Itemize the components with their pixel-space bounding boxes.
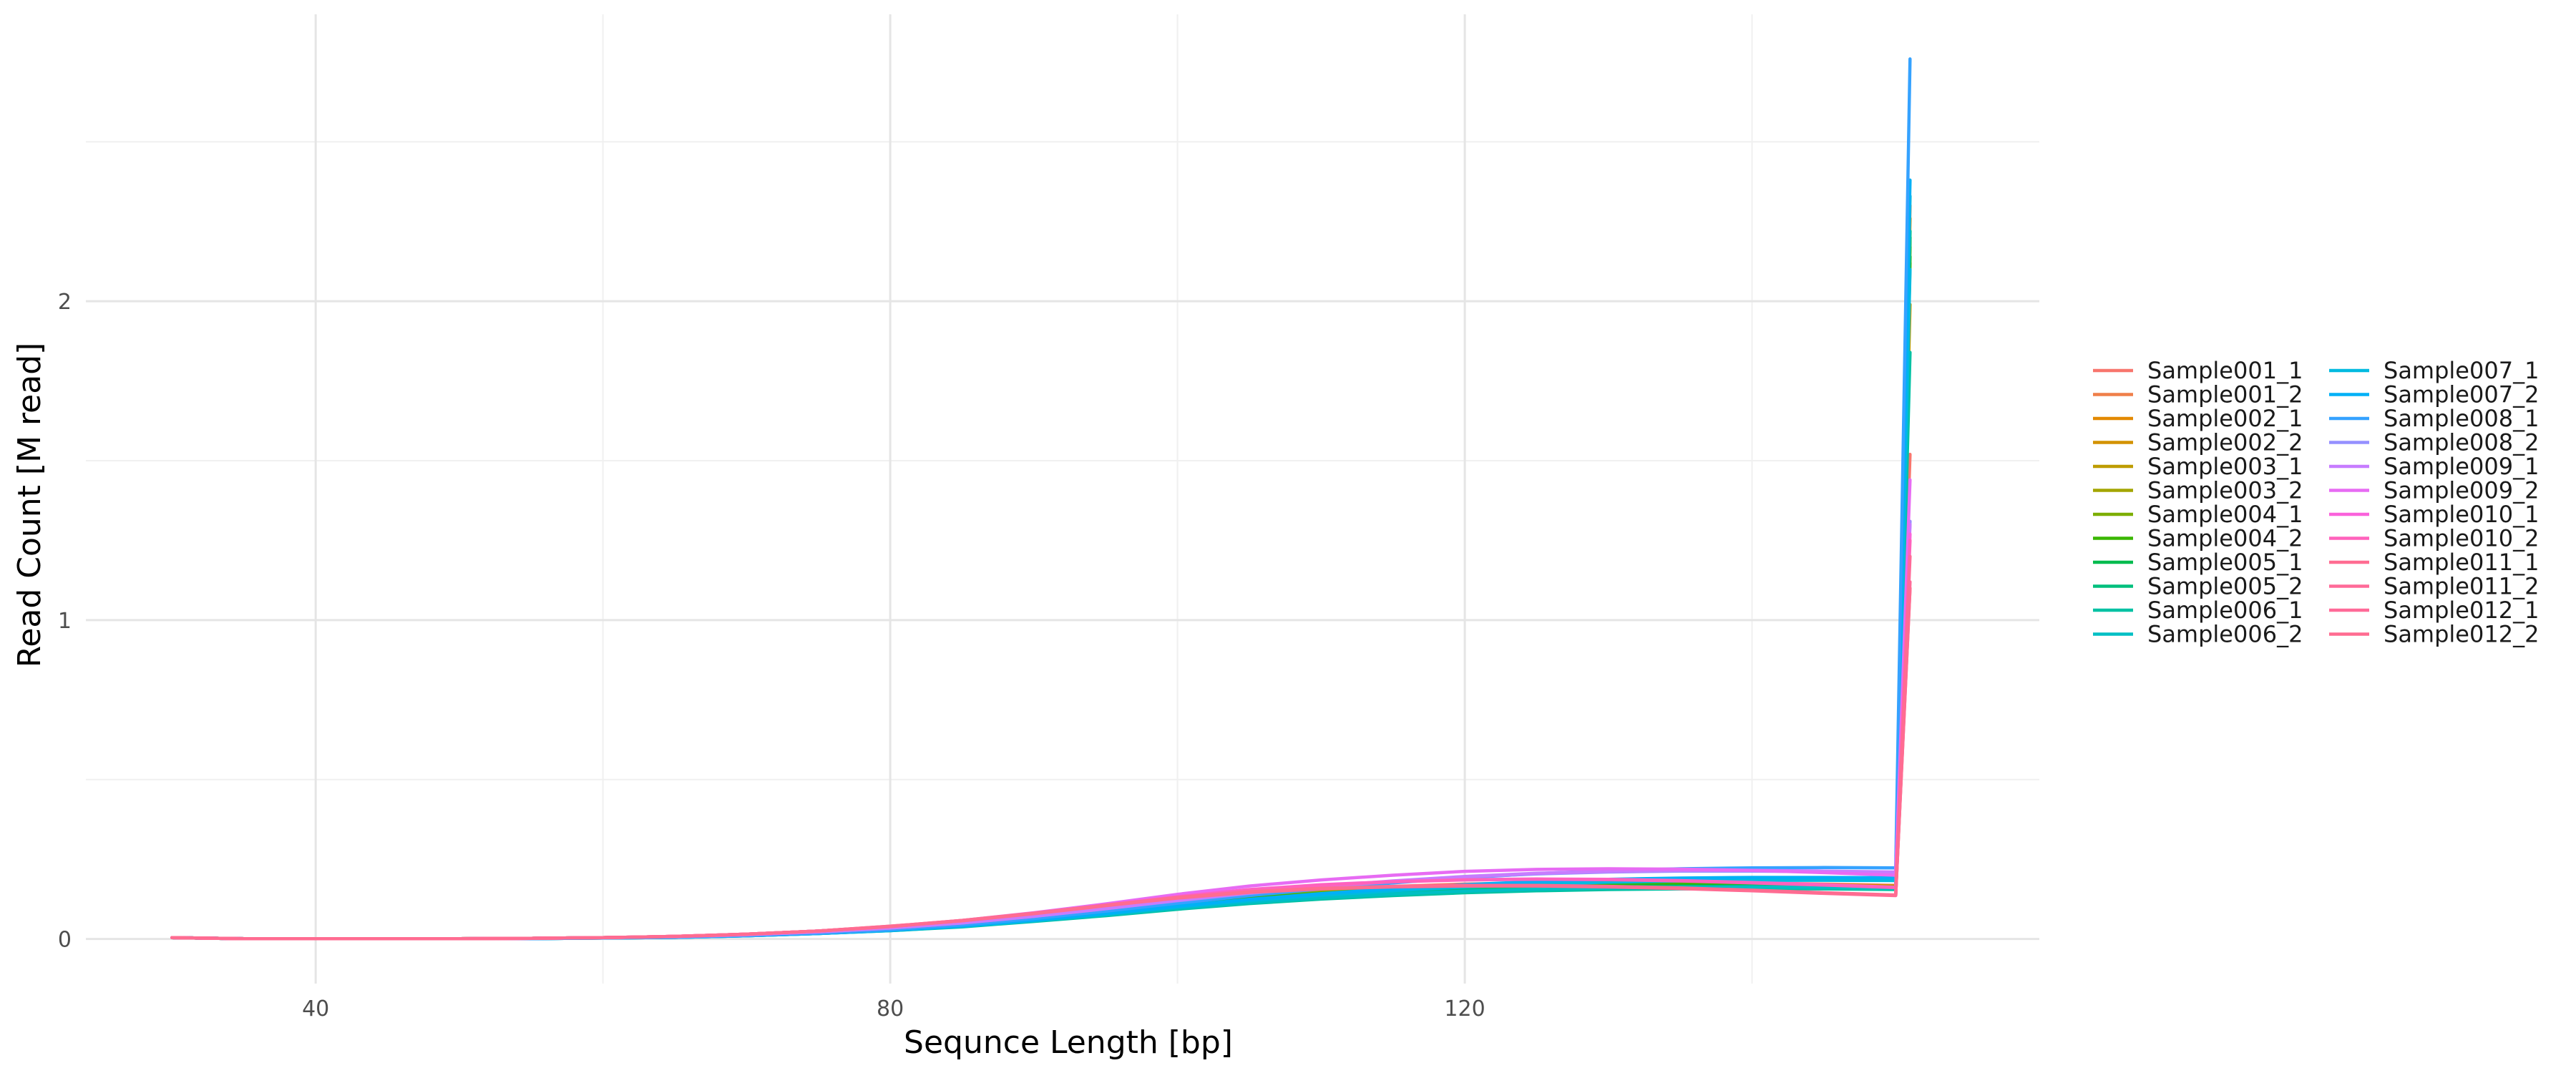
y-axis-tick-labels: 0 1 2: [58, 290, 72, 952]
legend-item: Sample011_2: [2329, 573, 2539, 600]
legend-item: Sample002_1: [2093, 405, 2303, 432]
y-axis-title: Read Count [M read]: [11, 343, 48, 668]
legend-label: Sample003_2: [2147, 477, 2303, 504]
legend-item: Sample006_1: [2093, 597, 2303, 624]
legend-item: Sample002_2: [2093, 429, 2303, 456]
x-tick-label: 120: [1444, 996, 1485, 1021]
legend-item: Sample011_1: [2329, 549, 2539, 576]
legend-label: Sample008_2: [2384, 429, 2539, 456]
legend-item: Sample001_1: [2093, 357, 2303, 384]
legend-item: Sample007_1: [2329, 357, 2539, 384]
legend-label: Sample010_2: [2384, 525, 2539, 552]
legend-label: Sample001_1: [2147, 357, 2303, 384]
legend-label: Sample011_1: [2384, 549, 2539, 576]
legend-item: Sample007_2: [2329, 381, 2539, 408]
legend-label: Sample010_1: [2384, 501, 2539, 528]
legend-label: Sample007_2: [2384, 381, 2539, 408]
legend-label: Sample005_1: [2147, 549, 2303, 576]
legend-label: Sample009_1: [2384, 453, 2539, 480]
legend-item: Sample012_1: [2329, 597, 2539, 624]
legend-item: Sample012_2: [2329, 621, 2539, 648]
legend-label: Sample003_1: [2147, 453, 2303, 480]
legend-label: Sample006_2: [2147, 621, 2303, 648]
legend-item: Sample010_2: [2329, 525, 2539, 552]
legend-label: Sample004_1: [2147, 501, 2303, 528]
legend-label: Sample002_1: [2147, 405, 2303, 432]
legend-label: Sample004_2: [2147, 525, 2303, 552]
legend-label: Sample009_2: [2384, 477, 2539, 504]
series-line-sample012-2: [170, 587, 1912, 941]
legend: Sample001_1Sample001_2Sample002_1Sample0…: [2093, 357, 2539, 648]
legend-item: Sample009_2: [2329, 477, 2539, 504]
x-tick-label: 40: [302, 996, 329, 1021]
legend-label: Sample002_2: [2147, 429, 2303, 456]
legend-item: Sample003_1: [2093, 453, 2303, 480]
series-lines: [170, 57, 1912, 941]
major-gridlines: [86, 14, 2039, 984]
legend-label: Sample012_2: [2384, 621, 2539, 648]
y-tick-label: 1: [58, 609, 72, 634]
legend-label: Sample005_2: [2147, 573, 2303, 600]
legend-label: Sample011_2: [2384, 573, 2539, 600]
legend-label: Sample012_1: [2384, 597, 2539, 624]
legend-label: Sample001_2: [2147, 381, 2303, 408]
legend-item: Sample005_1: [2093, 549, 2303, 576]
x-tick-label: 80: [877, 996, 904, 1021]
x-axis-title: Sequnce Length [bp]: [904, 1024, 1233, 1061]
legend-item: Sample004_1: [2093, 501, 2303, 528]
legend-item: Sample008_1: [2329, 405, 2539, 432]
legend-item: Sample003_2: [2093, 477, 2303, 504]
legend-label: Sample008_1: [2384, 405, 2539, 432]
minor-gridlines: [86, 14, 2039, 984]
x-axis-tick-labels: 40 80 120: [302, 996, 1485, 1021]
legend-item: Sample006_2: [2093, 621, 2303, 648]
legend-label: Sample007_1: [2384, 357, 2539, 384]
legend-item: Sample009_1: [2329, 453, 2539, 480]
legend-label: Sample006_1: [2147, 597, 2303, 624]
legend-item: Sample005_2: [2093, 573, 2303, 600]
legend-item: Sample001_2: [2093, 381, 2303, 408]
y-tick-label: 0: [58, 928, 72, 953]
legend-item: Sample008_2: [2329, 429, 2539, 456]
legend-item: Sample010_1: [2329, 501, 2539, 528]
legend-item: Sample004_2: [2093, 525, 2303, 552]
y-tick-label: 2: [58, 290, 72, 315]
